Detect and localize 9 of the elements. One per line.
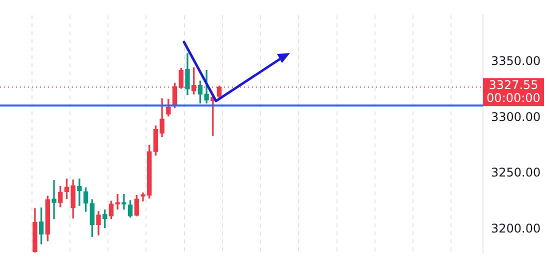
candlestick (122, 194, 126, 210)
candlestick (52, 180, 56, 220)
y-tick-label: 3300.00 (491, 110, 541, 124)
y-tick-label: 3250.00 (491, 166, 541, 180)
ref-line-label: 3327.55 (488, 78, 538, 92)
y-tick-label: 3200.00 (491, 222, 541, 236)
y-tick-label: 3350.00 (491, 54, 541, 68)
candlestick (77, 178, 82, 206)
text: 00:00:00 (486, 91, 540, 106)
